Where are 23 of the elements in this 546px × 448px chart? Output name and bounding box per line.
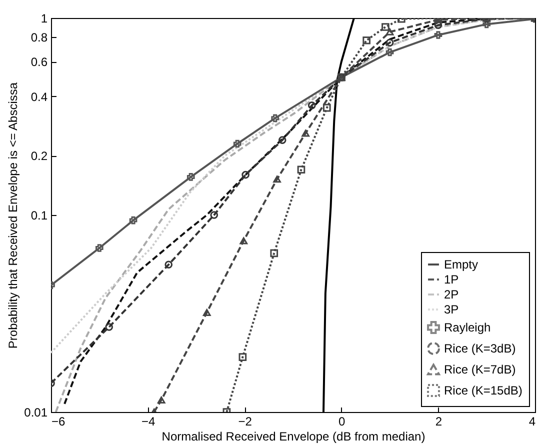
y-tick-label: 1 xyxy=(40,12,48,26)
y-axis-title: Probability that Received Envelope is <= Abscissa xyxy=(6,82,20,349)
x-tick-label: −4 xyxy=(141,414,156,428)
y-tick-label: 0.4 xyxy=(30,90,48,104)
y-tick-label: 0.2 xyxy=(30,149,48,164)
legend-label: Rayleigh xyxy=(444,320,491,334)
legend-label: 1P xyxy=(444,272,459,286)
y-tick-label: 0.01 xyxy=(24,406,48,420)
legend-label: Rice (K=7dB) xyxy=(444,362,516,376)
legend-label: Rice (K=15dB) xyxy=(444,384,522,398)
legend-label: 3P xyxy=(444,302,459,316)
legend-label: 2P xyxy=(444,288,459,302)
y-tick-label: 0.8 xyxy=(30,30,48,45)
x-tick-label: 4 xyxy=(528,414,536,428)
y-tick-label: 0.1 xyxy=(30,208,48,222)
x-axis-title: Normalised Received Envelope (dB from median) xyxy=(162,430,426,444)
legend-label: Rice (K=3dB) xyxy=(444,342,516,356)
y-tick-label: 0.6 xyxy=(30,55,48,70)
x-tick-label: 2 xyxy=(435,414,442,428)
x-tick-label: −2 xyxy=(238,414,252,428)
x-tick-label: −6 xyxy=(52,414,66,428)
x-tick-label: 0 xyxy=(338,414,346,428)
legend-label: Empty xyxy=(444,258,478,272)
